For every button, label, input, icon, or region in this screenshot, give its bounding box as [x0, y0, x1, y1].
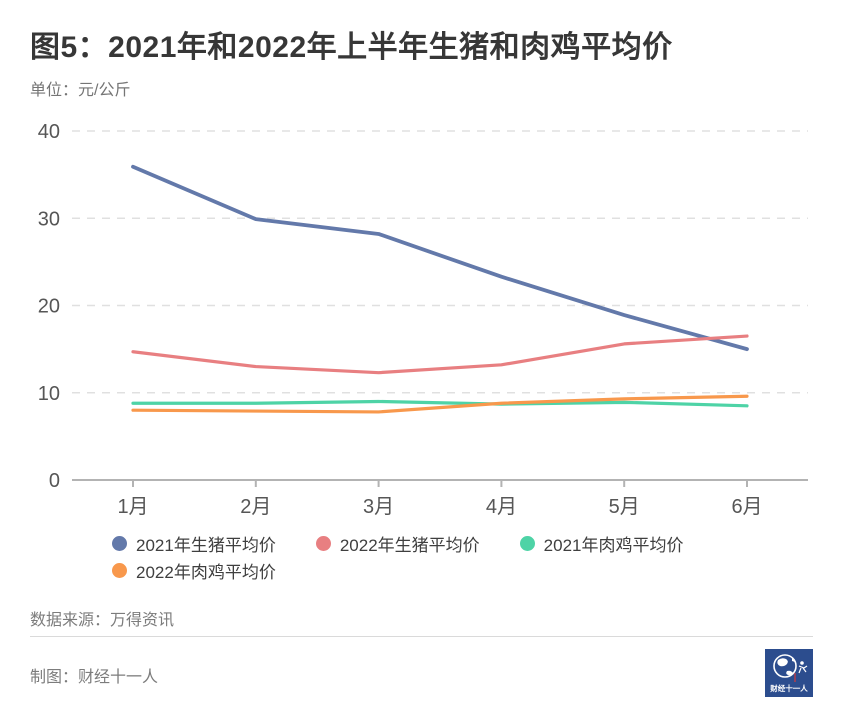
x-axis-tick-label: 5月 [609, 496, 640, 518]
y-axis-tick-label-20: 20 [38, 296, 60, 318]
footer-divider [30, 636, 813, 637]
chart-legend: 2021年生猪平均价 2022年生猪平均价 2021年肉鸡平均价 2022年肉鸡平均价 [112, 534, 802, 582]
x-axis-tick-label: 3月 [363, 496, 394, 518]
legend-label: 2022年肉鸡平均价 [136, 562, 276, 582]
legend-label: 2021年生猪平均价 [136, 535, 276, 555]
series-line-1 [131, 334, 749, 375]
y-axis-tick-label-0: 0 [49, 470, 60, 492]
y-axis-tick-label-10: 10 [38, 383, 60, 405]
x-axis-tick-label: 4月 [486, 496, 517, 518]
legend-item-2: 2021年肉鸡平均价 [519, 534, 683, 555]
unit-label: 单位：元/公斤 [30, 82, 131, 99]
skater-figure-icon [798, 661, 808, 674]
legend-item-3: 2022年肉鸡平均价 [112, 561, 276, 582]
x-axis-tick-label: 6月 [731, 496, 762, 518]
line-chart: 0 10 20 30 40 1月 2月 3月 4月 5月 6月 [38, 121, 808, 518]
y-axis-tick-label-40: 40 [38, 121, 60, 143]
legend-item-0: 2021年生猪平均价 [112, 534, 276, 555]
publisher-logo: 财经十一人 [765, 649, 813, 697]
series-line-2 [131, 399, 749, 408]
data-source-text: 数据来源：万得资讯 [30, 612, 175, 629]
y-axis-tick-label-30: 30 [38, 208, 60, 230]
chart-title: 图5：2021年和2022年上半年生猪和肉鸡平均价 [30, 31, 673, 64]
legend-dot-icon [112, 535, 127, 551]
legend-label: 2022年生猪平均价 [339, 535, 480, 555]
x-axis-tick-label: 1月 [117, 496, 148, 518]
x-axis-tick-label: 2月 [240, 496, 271, 518]
series-line-3 [131, 394, 749, 414]
credit-text: 制图：财经十一人 [30, 669, 159, 686]
legend-label: 2021年肉鸡平均价 [543, 535, 684, 555]
legend-dot-icon [315, 535, 331, 551]
globe-icon [773, 654, 797, 678]
legend-item-1: 2022年生猪平均价 [315, 534, 480, 555]
legend-dot-icon [519, 535, 535, 551]
logo-text: 财经十一人 [769, 683, 808, 693]
series-line-0 [131, 164, 749, 352]
legend-dot-icon [112, 562, 127, 578]
